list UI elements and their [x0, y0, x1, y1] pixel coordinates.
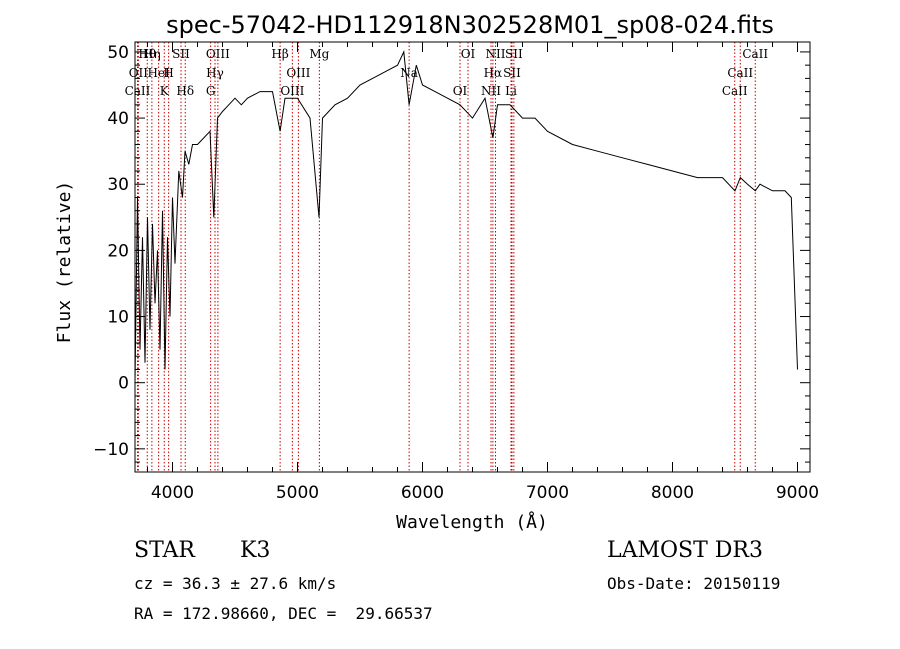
- spectral-line-labels: Hθ OII CaII Hη HeI K SII HHδ OIII Hγ G Hβ OIII OIII Mg…: [125, 47, 769, 98]
- x-tick-label: 4000: [151, 483, 194, 503]
- spectral-line-label: OIII: [280, 84, 304, 98]
- spectral-line-label: Li: [505, 84, 517, 98]
- y-tick-label: 30: [107, 175, 129, 195]
- spectral-line-label: SII: [503, 66, 521, 80]
- spectral-line-label: OIII: [286, 66, 310, 80]
- spectral-line-label: Hα: [484, 66, 503, 80]
- spectral-line-label: K: [160, 84, 170, 98]
- spectral-line-label: Hθ: [138, 47, 156, 61]
- spectral-line-label: G: [206, 84, 216, 98]
- spectral-subclass: K3: [240, 538, 271, 563]
- spectrum-line: [134, 50, 798, 383]
- spectral-line-label: CaII: [722, 84, 748, 98]
- spectral-line-label: CaII: [727, 66, 753, 80]
- x-tick-label: 8000: [651, 483, 694, 503]
- spectral-line-label: OII: [129, 66, 149, 80]
- spectral-line-label: CaII: [125, 84, 151, 98]
- spectral-line-label: CaII: [742, 47, 768, 61]
- spectral-line-markers: [137, 42, 756, 472]
- y-tick-label: 0: [118, 374, 129, 394]
- coordinates: RA = 172.98660, DEC = 29.66537: [134, 604, 433, 623]
- spectral-class: STAR: [134, 538, 195, 563]
- x-tick-label: 9000: [776, 483, 819, 503]
- plot-frame: [134, 41, 811, 473]
- spectral-line-label: SII: [172, 47, 190, 61]
- spectral-line-label: H: [163, 66, 173, 80]
- y-axis-ticks: −10 0 10 20 30 40 50: [93, 43, 810, 463]
- x-tick-label: 6000: [401, 483, 444, 503]
- spectral-line-label: Hγ: [206, 66, 224, 80]
- y-axis-label: Flux (relative): [54, 181, 75, 344]
- spectral-line-label: OIII: [206, 47, 230, 61]
- chart-title: spec-57042-HD112918N302528M01_sp08-024.f…: [166, 11, 774, 39]
- survey-name: LAMOST DR3: [607, 538, 763, 563]
- x-tick-label: 7000: [526, 483, 569, 503]
- y-tick-label: 10: [107, 308, 129, 328]
- spectral-line-label: Mg: [309, 47, 329, 61]
- y-tick-label: 40: [107, 109, 129, 129]
- spectral-line-label: NII: [481, 84, 501, 98]
- spectral-line-label: Hδ: [176, 84, 194, 98]
- y-tick-label: −10: [93, 440, 129, 460]
- spectral-line-label: SII: [505, 47, 523, 61]
- spectral-line-label: Hη: [143, 47, 161, 61]
- x-tick-label: 5000: [276, 483, 319, 503]
- observation-date: Obs-Date: 20150119: [607, 574, 781, 593]
- spectral-line-label: HeI: [147, 66, 170, 80]
- spectral-line-label: OI: [461, 47, 476, 61]
- redshift-info: cz = 36.3 ± 27.6 km/s: [134, 574, 337, 593]
- y-tick-label: 20: [107, 241, 129, 261]
- x-axis-ticks: 4000 5000 6000 7000 8000 9000: [147, 42, 819, 503]
- spectral-line-label: NII: [486, 47, 506, 61]
- x-axis-label: Wavelength (Å): [396, 511, 548, 533]
- spectral-line-label: Hβ: [271, 47, 288, 61]
- y-tick-label: 50: [107, 43, 129, 63]
- spectral-line-label: OI: [453, 84, 468, 98]
- spectral-line-label: Na: [400, 66, 418, 80]
